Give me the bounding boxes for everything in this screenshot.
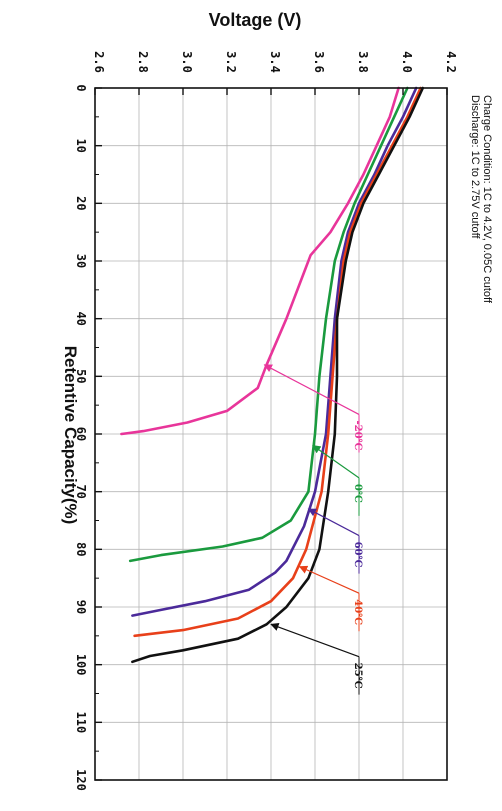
- y-tick-label: 4.0: [400, 51, 414, 73]
- legend-arrow: [270, 622, 360, 658]
- x-tick-label: 0: [74, 84, 88, 91]
- y-tick-label: 2.8: [136, 51, 150, 73]
- series-line: [131, 86, 418, 617]
- x-tick-label: 110: [74, 711, 88, 733]
- legend-arrow: [312, 445, 360, 479]
- chart-title: Voltage (V): [209, 10, 302, 30]
- x-tick-label: 20: [74, 196, 88, 210]
- x-tick-label: 60: [74, 427, 88, 441]
- x-tick-label: 10: [74, 138, 88, 152]
- series-line: [128, 86, 409, 563]
- tick-layer: 0 10 20 30 40 50 60 70 80 90 100 110 120 2.6 2.8 3.0 3.2…: [74, 51, 458, 791]
- y-tick-label: 4.2: [444, 51, 458, 73]
- x-tick-label: 100: [74, 654, 88, 676]
- y-tick-label: 3.2: [224, 51, 238, 73]
- grid-layer: [94, 87, 448, 781]
- legend-label: 60℃: [352, 542, 363, 568]
- x-tick-label: 70: [74, 484, 88, 498]
- legend-layer: -20℃ 0℃ 60℃ 40℃ 25℃: [263, 364, 363, 695]
- x-tick-label: 120: [74, 769, 88, 791]
- series-layer: [120, 86, 425, 664]
- x-tick-label: 40: [74, 311, 88, 325]
- series-line: [120, 86, 400, 436]
- legend-label: 40℃: [352, 599, 363, 625]
- y-tick-label: 3.6: [312, 51, 326, 73]
- y-tick-label: 3.0: [180, 51, 194, 73]
- legend-arrow: [298, 565, 360, 594]
- y-tick-label: 3.8: [356, 51, 370, 73]
- legend-arrow: [307, 508, 360, 537]
- legend-label: 25℃: [352, 663, 363, 689]
- legend-label: 0℃: [352, 484, 363, 503]
- y-tick-label: 2.6: [92, 51, 106, 73]
- x-tick-label: 50: [74, 369, 88, 383]
- series-line: [133, 86, 422, 638]
- x-axis-label: Retentive Capacity(%): [61, 346, 80, 525]
- discharge-condition-note: Discharge: 1C to 2.75V cutoff: [469, 95, 481, 239]
- y-tick-label: 3.4: [268, 51, 282, 73]
- legend-arrow: [263, 364, 360, 415]
- charge-condition-note: Charge Condition: 1C to 4.2V, 0.05C cuto…: [481, 95, 493, 304]
- series-line: [131, 86, 425, 664]
- x-tick-label: 90: [74, 600, 88, 614]
- x-tick-label: 30: [74, 254, 88, 268]
- x-tick-label: 80: [74, 542, 88, 556]
- legend-label: -20℃: [352, 420, 363, 450]
